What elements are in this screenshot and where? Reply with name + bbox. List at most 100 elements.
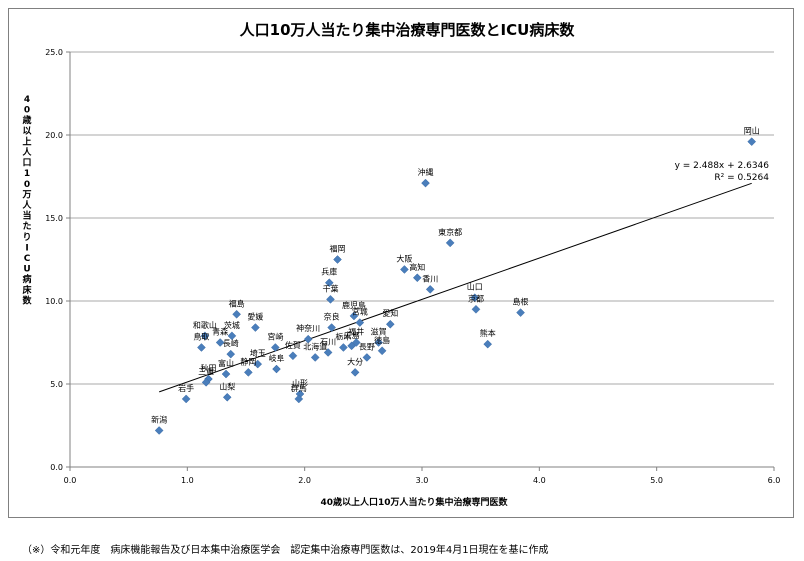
y-axis-label-char: 4 xyxy=(24,95,30,105)
y-axis-label-char: 数 xyxy=(22,294,32,306)
data-label: 新潟 xyxy=(151,414,167,424)
data-point xyxy=(412,273,422,283)
y-axis-label-char: り xyxy=(22,232,31,243)
data-label: 静岡 xyxy=(240,356,256,366)
y-tick-label: 10.0 xyxy=(45,297,63,306)
data-point xyxy=(270,343,280,352)
y-axis-label-char: 口 xyxy=(22,158,31,169)
y-axis-label-char: 人 xyxy=(21,199,32,211)
y-axis-label-char: 1 xyxy=(24,169,30,179)
data-label: 滋賀 xyxy=(371,327,387,337)
data-point xyxy=(470,293,480,303)
data-label: 大分 xyxy=(347,356,363,366)
data-point xyxy=(201,377,211,387)
y-axis-label-char: C xyxy=(24,254,31,264)
data-point xyxy=(323,348,333,357)
data-label: 高知 xyxy=(409,262,425,272)
y-axis-label-char: 人 xyxy=(21,146,32,158)
data-point xyxy=(221,369,231,379)
data-point xyxy=(374,338,383,347)
data-point xyxy=(421,178,430,188)
scatter-chart: 人口10万人当たり集中治療専門医数とICU病床数 0.05.010.015.02… xyxy=(21,21,780,508)
trendline-r2: R² = 0.5264 xyxy=(714,173,769,183)
y-axis-label-char: 歳 xyxy=(21,114,31,126)
data-label: 岡山 xyxy=(744,126,760,136)
data-point xyxy=(351,338,361,347)
data-point xyxy=(471,304,481,314)
data-point xyxy=(355,318,365,327)
data-label: 群馬 xyxy=(291,383,307,393)
data-point xyxy=(483,339,493,349)
x-tick-label: 3.0 xyxy=(416,476,429,485)
data-label: 埼玉 xyxy=(250,348,266,358)
data-point xyxy=(326,294,335,304)
data-label: 茨城 xyxy=(224,320,240,330)
y-axis-label-char: I xyxy=(25,243,28,253)
data-label: 山梨 xyxy=(219,381,235,391)
data-point xyxy=(181,394,191,404)
data-point xyxy=(226,349,236,359)
data-label: 福井 xyxy=(348,327,364,337)
y-axis-label-char: 床 xyxy=(22,284,32,296)
data-point xyxy=(251,323,260,332)
chart-frame: 人口10万人当たり集中治療専門医数とICU病床数 0.0 5.0 10.0 15.0 2… xyxy=(8,8,794,518)
data-point xyxy=(747,137,757,146)
data-point xyxy=(227,331,237,341)
data-label: 富山 xyxy=(218,358,234,368)
y-axis-label-char: 万 xyxy=(21,189,31,200)
data-point xyxy=(327,323,337,332)
data-point xyxy=(243,368,253,377)
data-label: 奈良 xyxy=(324,312,340,322)
data-point xyxy=(516,308,525,317)
data-label: 神奈川 xyxy=(296,323,320,333)
data-label: 北海道 xyxy=(303,341,327,351)
data-label: 宮城 xyxy=(352,307,368,317)
x-tick-label: 0.0 xyxy=(64,476,77,485)
data-label: 沖縄 xyxy=(418,167,434,177)
data-point xyxy=(310,353,320,362)
data-label: 福島 xyxy=(229,298,245,308)
y-tick-label: 0.0 xyxy=(50,463,63,472)
data-point xyxy=(425,285,435,294)
data-label: 島根 xyxy=(513,297,529,307)
data-point xyxy=(154,426,164,435)
data-point xyxy=(362,353,372,362)
data-point xyxy=(350,368,360,377)
x-axis-label: 40歳以上人口10万人当たり集中治療専門医数 xyxy=(320,496,508,508)
data-point xyxy=(303,334,313,344)
data-label: 和歌山 xyxy=(193,320,217,330)
data-label: 鹿児島 xyxy=(342,300,366,310)
data-label: 秋田 xyxy=(200,363,216,373)
y-tick-label: 25.0 xyxy=(45,48,63,57)
y-tick-label: 15.0 xyxy=(45,214,63,223)
data-label: 熊本 xyxy=(480,328,496,338)
data-point xyxy=(445,238,455,248)
y-axis-label-char: 上 xyxy=(22,135,31,147)
chart-title: 人口10万人当たり集中治療専門医数とICU病床数 xyxy=(240,21,576,39)
x-tick-label: 1.0 xyxy=(181,476,194,485)
data-label: 香川 xyxy=(422,273,438,283)
y-axis-label-char: 0 xyxy=(24,106,30,116)
data-label: 栃木 xyxy=(335,331,351,341)
data-point xyxy=(349,311,359,321)
data-label: 岩手 xyxy=(178,383,194,393)
data-label: 広島 xyxy=(344,330,360,340)
axes: 0.0 5.0 10.0 15.0 20.0 25.0 0.0 1.0 2.0 3.0 4.0 5.0… xyxy=(45,48,780,485)
data-point xyxy=(400,265,409,274)
data-point xyxy=(377,346,387,356)
y-tick-label: 20.0 xyxy=(45,131,63,140)
x-tick-label: 6.0 xyxy=(768,476,781,485)
data-point xyxy=(222,392,232,402)
y-axis-label-char: 0 xyxy=(24,180,30,190)
y-axis-label-char: 当 xyxy=(22,210,31,222)
data-point xyxy=(385,319,395,329)
data-label: 石川 xyxy=(320,337,336,346)
data-label: 長野 xyxy=(359,342,375,351)
data-point xyxy=(200,331,210,341)
y-axis-label-char: U xyxy=(23,265,30,275)
data-point xyxy=(215,338,225,347)
y-axis-label-char: 病 xyxy=(22,273,31,285)
data-label: 宮崎 xyxy=(267,331,283,341)
